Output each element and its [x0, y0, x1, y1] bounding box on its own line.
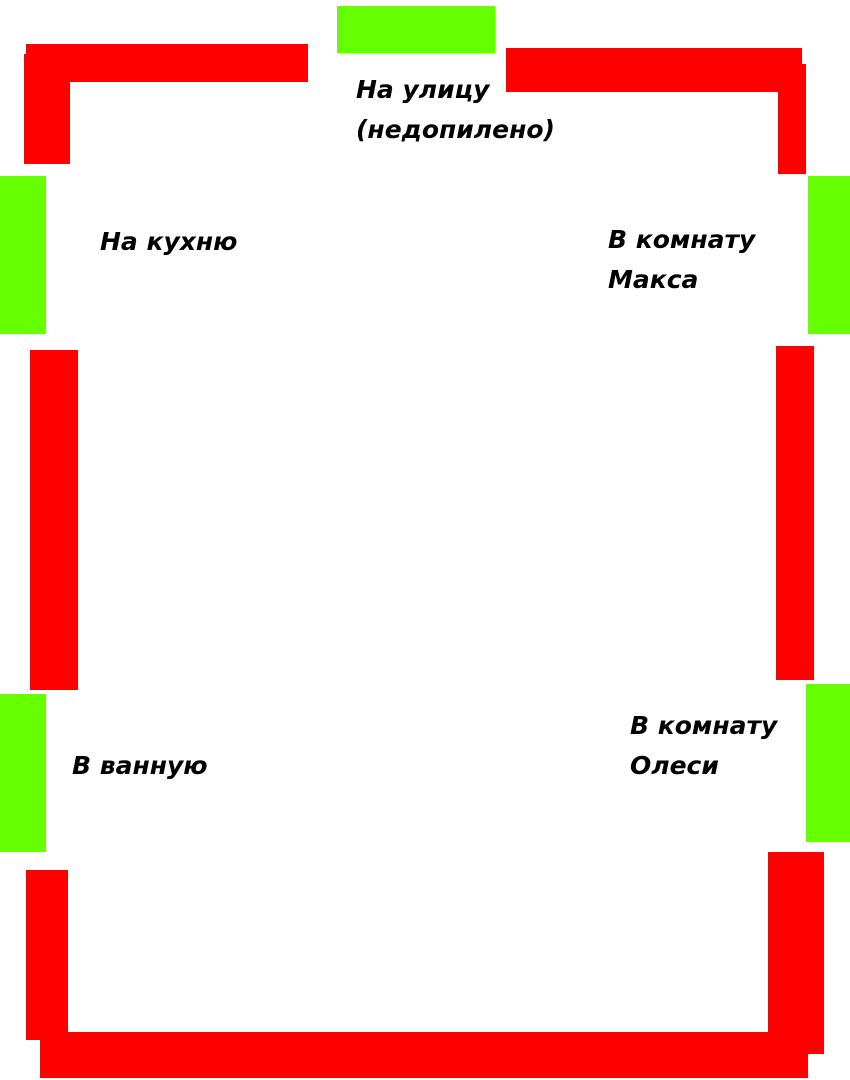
wall-top-left-horizontal — [26, 44, 308, 82]
wall-right-middle — [776, 346, 814, 680]
label-street: На улицу (недопилено) — [356, 70, 555, 150]
wall-top-right-horizontal — [506, 48, 802, 92]
door-kitchen[interactable] — [0, 176, 46, 334]
wall-top-left-vertical — [24, 54, 70, 164]
label-olesya-room-line1: В комнату — [630, 711, 778, 740]
door-olesya-room[interactable] — [806, 684, 850, 842]
label-street-line2: (недопилено) — [356, 115, 555, 144]
wall-bottom-horizontal — [40, 1032, 808, 1078]
door-bathroom[interactable] — [0, 694, 46, 852]
label-max-room: В комнату Макса — [608, 220, 755, 300]
label-kitchen-line1: На кухню — [100, 227, 238, 256]
wall-bottom-right-vertical — [768, 852, 824, 1054]
label-bathroom: В ванную — [72, 746, 208, 786]
door-street[interactable] — [337, 6, 495, 53]
wall-top-right-vertical — [778, 64, 806, 174]
label-max-room-line2: Макса — [608, 265, 699, 294]
wall-left-middle — [30, 350, 78, 690]
label-olesya-room: В комнату Олеси — [630, 706, 777, 786]
label-olesya-room-line2: Олеси — [630, 751, 719, 780]
label-bathroom-line1: В ванную — [72, 751, 208, 780]
label-kitchen: На кухню — [100, 222, 237, 262]
label-max-room-line1: В комнату — [608, 225, 756, 254]
door-max-room[interactable] — [808, 176, 850, 334]
wall-bottom-left-vertical — [26, 870, 68, 1040]
label-street-line1: На улицу — [356, 75, 490, 104]
